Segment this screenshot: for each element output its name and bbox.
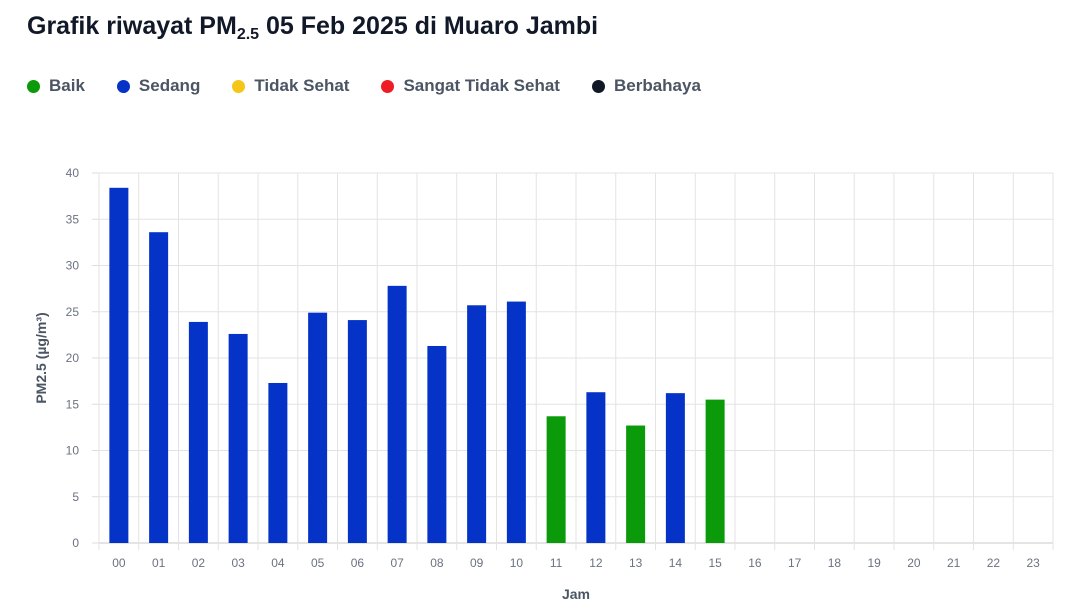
x-tick-label: 20	[907, 556, 921, 570]
y-tick-label: 35	[66, 212, 80, 226]
bar-hour-01	[149, 232, 169, 543]
x-tick-label: 05	[311, 556, 325, 570]
x-tick-label: 21	[947, 556, 961, 570]
y-tick-label: 0	[72, 536, 79, 550]
x-tick-label: 07	[390, 556, 404, 570]
x-tick-label: 12	[589, 556, 603, 570]
y-tick-label: 25	[66, 305, 80, 319]
legend-dot-sangat-tidak-sehat	[381, 79, 395, 93]
x-tick-label: 17	[788, 556, 802, 570]
bar-hour-02	[188, 321, 208, 543]
bar-hour-15	[705, 399, 725, 543]
chart-legend: Baik Sedang Tidak Sehat Sangat Tidak Seh…	[27, 76, 733, 96]
x-tick-label: 01	[152, 556, 166, 570]
x-tick-label: 13	[629, 556, 643, 570]
bar-hour-13	[626, 425, 646, 543]
x-tick-label: 16	[748, 556, 762, 570]
bar-hour-11	[546, 416, 566, 543]
x-tick-label: 19	[867, 556, 881, 570]
bar-hour-14	[665, 393, 685, 543]
chart-title-main: Grafik riwayat PM	[27, 12, 237, 40]
legend-label-berbahaya: Berbahaya	[613, 76, 701, 95]
x-tick-label: 06	[351, 556, 365, 570]
y-tick-label: 15	[66, 397, 80, 411]
bar-hour-00	[109, 187, 129, 544]
legend-label-sedang: Sedang	[138, 76, 201, 95]
x-tick-label: 04	[271, 556, 285, 570]
x-tick-label: 15	[708, 556, 722, 570]
x-tick-label: 14	[669, 556, 683, 570]
bar-hour-07	[387, 285, 407, 543]
bar-hour-04	[268, 382, 288, 543]
y-tick-label: 5	[72, 490, 79, 504]
y-tick-label: 30	[66, 259, 80, 273]
legend-dot-baik	[27, 79, 40, 93]
legend-label-sangat-tidak-sehat: Sangat Tidak Sehat	[403, 76, 560, 95]
legend-item-tidak-sehat[interactable]: Tidak Sehat	[232, 76, 349, 96]
y-tick-label: 20	[66, 351, 80, 365]
legend-dot-sedang	[116, 79, 130, 93]
legend-item-sedang[interactable]: Sedang	[116, 76, 201, 96]
x-tick-label: 10	[510, 556, 524, 570]
bar-hour-03	[228, 333, 248, 543]
chart-title-subscript: 2.5	[236, 26, 260, 43]
x-tick-label: 22	[987, 556, 1001, 570]
x-tick-label: 11	[550, 556, 563, 570]
legend-dot-berbahaya	[591, 79, 605, 93]
legend-label-tidak-sehat: Tidak Sehat	[254, 76, 350, 95]
chart-title: Grafik riwayat PM2.5 05 Feb 2025 di Muar…	[27, 12, 598, 44]
chart-title-rest: 05 Feb 2025 di Muaro Jambi	[259, 12, 599, 40]
bar-hour-09	[467, 305, 487, 543]
legend-item-sangat-tidak-sehat[interactable]: Sangat Tidak Sehat	[381, 76, 560, 96]
bar-hour-08	[427, 345, 447, 543]
x-tick-label: 23	[1026, 556, 1040, 570]
bar-hour-12	[586, 392, 606, 543]
y-axis-title: PM2.5 (µg/m³)	[33, 312, 49, 403]
y-tick-label: 10	[66, 444, 80, 458]
bar-hour-06	[347, 320, 367, 543]
x-tick-label: 02	[192, 556, 206, 570]
x-tick-label: 18	[828, 556, 842, 570]
y-tick-label: 40	[66, 166, 80, 180]
bar-hour-05	[308, 312, 328, 543]
x-tick-label: 03	[231, 556, 245, 570]
legend-item-berbahaya[interactable]: Berbahaya	[591, 76, 701, 96]
legend-item-baik[interactable]: Baik	[27, 76, 85, 96]
x-tick-label: 08	[430, 556, 444, 570]
x-axis-title: Jam	[562, 586, 590, 602]
legend-dot-tidak-sehat	[232, 79, 246, 93]
legend-label-baik: Baik	[49, 76, 85, 95]
x-tick-label: 00	[112, 556, 126, 570]
bar-hour-10	[506, 301, 526, 543]
x-tick-label: 09	[470, 556, 484, 570]
